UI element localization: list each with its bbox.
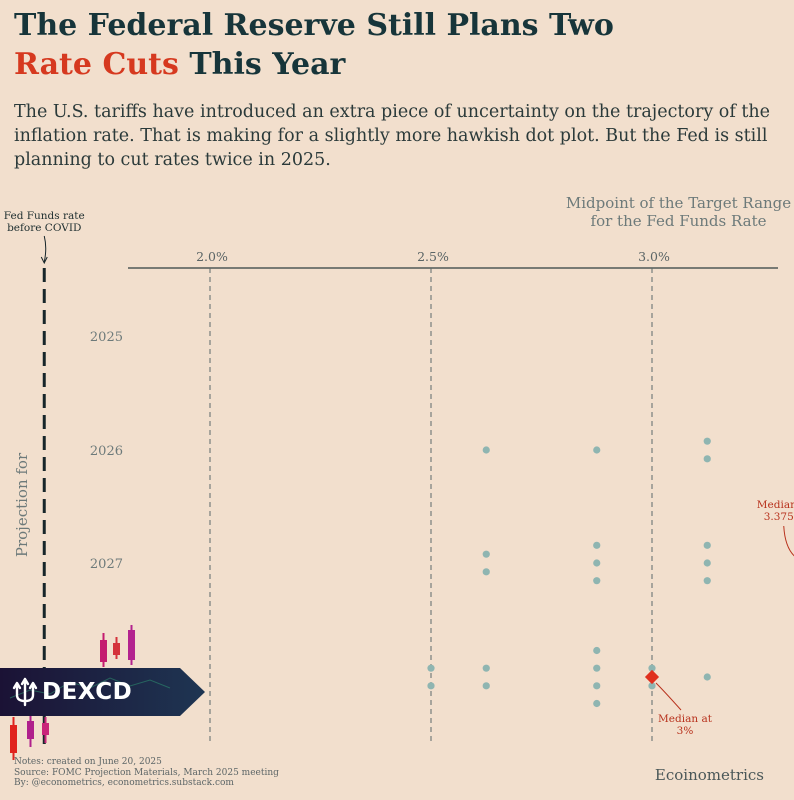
dot-point [703,559,711,567]
dot-point [593,446,601,454]
x-tick-label-1: 2.5% [417,249,449,264]
dot-point [427,664,435,672]
dot-point [593,664,601,672]
median-label-3-line-2: 3% [677,725,694,737]
dot-point [427,682,435,690]
notes-block: Notes: created on June 20, 2025 Source: … [14,757,279,789]
category-label-2026: 2026 [90,444,123,459]
dot-point [703,577,711,585]
note-by: By: @econometrics, econometrics.substack… [14,778,234,788]
dot-point [703,455,711,463]
title-line-1: The Federal Reserve Still Plans Two [14,8,614,43]
dot-point [703,541,711,549]
dot-point [482,664,490,672]
dot-point [648,664,656,672]
dot-point [482,568,490,576]
note-created: Notes: created on June 20, 2025 [14,757,162,767]
dot-point [593,682,601,690]
dot-point [593,541,601,549]
reference-label-0-line-2: before COVID [7,222,81,234]
x-tick-label-2: 3.0% [638,249,670,264]
median-label-3-line-1: Median at [658,713,713,725]
dot-point [482,550,490,558]
median-marker-3 [644,669,660,685]
dot-point [703,437,711,445]
title-rest: This Year [178,47,346,82]
title-line-2: Rate Cuts This Year [14,45,784,84]
watermark-text: DEXCD [42,679,133,705]
median-arrow-2 [783,525,794,557]
dot-point [593,646,601,655]
dot-point [703,673,711,681]
trident-logo-icon [12,677,38,707]
chart-title: The Federal Reserve Still Plans Two Rate… [14,6,784,84]
y-axis-title: Projection for [13,452,31,557]
brand-label: Ecoinometrics [654,766,764,784]
reference-arrowhead-0 [40,256,48,265]
dot-point [482,446,490,454]
note-source: Source: FOMC Projection Materials, March… [14,767,279,778]
chart-subtitle: The U.S. tariffs have introduced an extr… [14,102,771,170]
x-tick-label-0: 2.0% [196,249,228,264]
dot-point [593,699,601,708]
watermark: DEXCD [0,625,205,760]
median-label-2-line-1: Median at [757,499,794,511]
category-label-2027: 2027 [90,557,123,572]
median-arrow-3 [655,682,682,711]
dot-point [648,682,656,690]
dot-point [593,559,601,567]
dot-point [482,682,490,690]
watermark-candles [10,625,135,760]
reference-arrow-0 [43,235,47,263]
x-axis-title-line-2: for the Fed Funds Rate [591,212,767,230]
title-accent: Rate Cuts [14,47,179,82]
x-axis-title-line-1: Midpoint of the Target Range [566,194,791,212]
reference-label-0-line-1: Fed Funds rate [4,210,85,222]
median-label-2-line-2: 3.375% [764,511,794,523]
watermark-banner [0,668,205,716]
category-label-2025: 2025 [90,330,123,345]
dot-point [593,577,601,585]
